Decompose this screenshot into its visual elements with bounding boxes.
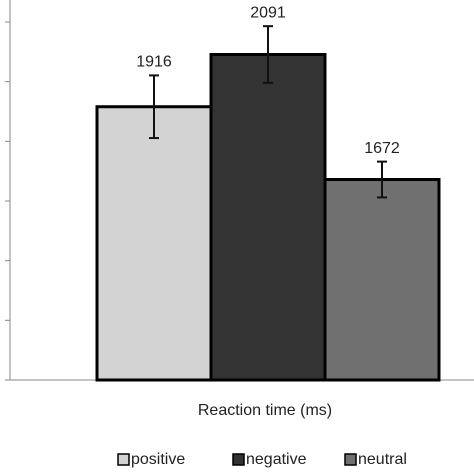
data-label: 1672 [364,140,400,157]
error-bar [149,74,159,140]
data-label: 1916 [136,54,172,71]
bar [95,105,213,382]
error-bar [263,25,273,84]
data-label: 2091 [250,4,286,21]
legend-label: neutral [358,451,407,468]
bar [323,178,441,382]
bar [209,53,327,382]
legend-label: positive [131,451,185,468]
legend-swatch [344,453,357,466]
legend-swatch [232,453,245,466]
legend-swatch [117,453,130,466]
x-axis-label: Reaction time (ms) [198,402,332,419]
error-bar [377,160,387,199]
legend-label: negative [246,451,307,468]
